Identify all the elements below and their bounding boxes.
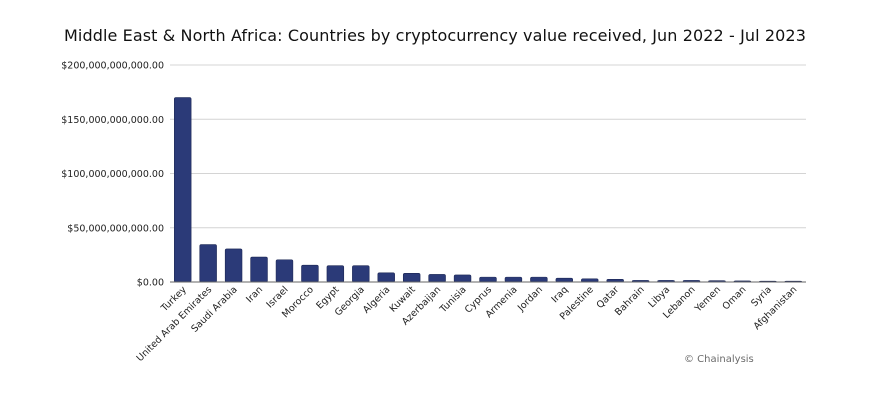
bars (174, 97, 802, 283)
bar (224, 248, 243, 283)
x-category-label: Iraq (550, 284, 571, 305)
bar (326, 265, 345, 283)
bar (479, 276, 497, 283)
bar (504, 276, 523, 283)
y-tick-label: $50,000,000,000.00 (67, 223, 164, 234)
x-category-label: Iran (244, 284, 265, 305)
bar (199, 244, 217, 283)
bar (301, 264, 319, 283)
y-tick-label: $200,000,000,000.00 (61, 61, 164, 72)
x-category-label: Saudi Arabia (189, 284, 239, 334)
bar (275, 259, 294, 283)
bar (453, 274, 472, 283)
bar (174, 97, 192, 283)
bar (555, 277, 574, 283)
bar (250, 256, 268, 283)
x-category-label: Oman (721, 284, 749, 312)
x-category-label: Jordan (515, 284, 545, 314)
y-tick-label: $150,000,000,000.00 (61, 115, 164, 126)
bar (352, 265, 370, 283)
bar (428, 274, 446, 283)
bar (377, 272, 395, 283)
y-tick-label: $0.00 (137, 278, 164, 289)
bar (402, 273, 421, 283)
x-category-label: Tunisia (437, 284, 468, 315)
chainalysis-watermark: © Chainalysis (684, 354, 754, 365)
chart-title: Middle East & North Africa: Countries by… (64, 26, 806, 45)
x-category-label: Algeria (361, 284, 392, 315)
gridlines (170, 64, 806, 229)
y-axis-tick-labels: $0.00 $50,000,000,000.00 $100,000,000,000.… (61, 61, 164, 289)
y-tick-label: $100,000,000,000.00 (61, 169, 164, 180)
bar (530, 276, 548, 283)
x-category-label: Yemen (692, 284, 723, 315)
